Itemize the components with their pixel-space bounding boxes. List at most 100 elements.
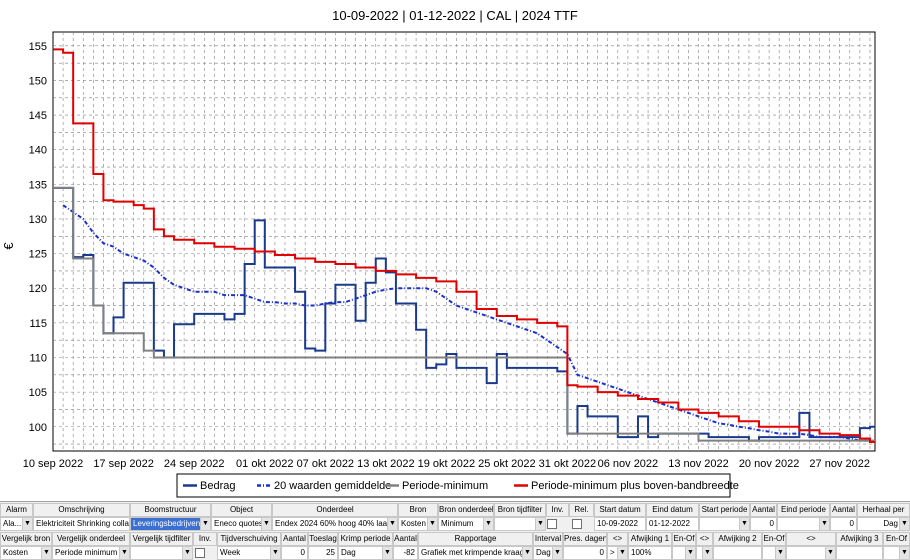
- afwijking-2-field[interactable]: [713, 546, 762, 560]
- chevron-down-icon[interactable]: ▼: [41, 547, 51, 559]
- y-axis: 100 105 110 115 120 125 130 135 140 145 150 155: [29, 41, 47, 434]
- chevron-down-icon[interactable]: ▼: [739, 518, 749, 530]
- vergelijk-tijdfilter-select[interactable]: ▼: [130, 546, 193, 560]
- chevron-down-icon[interactable]: ▼: [182, 547, 192, 559]
- header-arrows-3: <>: [786, 532, 836, 546]
- chevron-down-icon[interactable]: ▼: [522, 547, 532, 559]
- header-interval: Interval: [533, 532, 563, 546]
- chevron-down-icon[interactable]: ▼: [775, 547, 785, 559]
- legend-label-1: 20 waarden gemiddelde: [274, 480, 391, 492]
- chevron-down-icon[interactable]: ▼: [617, 547, 627, 559]
- header-omschrijving: Omschrijving: [33, 503, 130, 517]
- y-tick-label: 140: [29, 145, 47, 157]
- chevron-down-icon[interactable]: ▼: [261, 518, 271, 530]
- interval-select[interactable]: Dag ▼: [533, 546, 563, 560]
- series-line-2: [53, 186, 875, 442]
- header-afwijking-3: Afwijking 3: [836, 532, 883, 546]
- inv-checkbox[interactable]: [547, 519, 557, 529]
- en-of-1-select[interactable]: ▼: [672, 546, 696, 560]
- header-afwijking-1: Afwijking 1: [628, 532, 672, 546]
- chevron-down-icon[interactable]: ▼: [899, 547, 909, 559]
- start-datum-field[interactable]: 10-09-2022: [594, 517, 646, 531]
- chevron-down-icon[interactable]: ▼: [22, 518, 32, 530]
- bron-onderdeel-select[interactable]: Minimum ▼: [438, 517, 494, 531]
- chevron-down-icon[interactable]: ▼: [899, 518, 909, 530]
- chevron-down-icon[interactable]: ▼: [382, 547, 392, 559]
- legend-label-3: Periode-minimum plus boven-bandbreedte: [531, 480, 739, 492]
- onderdeel-select[interactable]: Endex 2024 60% hoog 40% laag ▼: [272, 517, 398, 531]
- chevron-down-icon[interactable]: ▼: [427, 518, 437, 530]
- aantal-field[interactable]: 0: [750, 517, 777, 531]
- vergelijk-bron-select[interactable]: Kosten ▼: [0, 546, 52, 560]
- x-tick-label: 25 okt 2022: [478, 458, 536, 470]
- arrows-3-select[interactable]: ▼: [786, 546, 836, 560]
- alarm-select[interactable]: Ala... ▼: [0, 517, 33, 531]
- afwijking-3-field[interactable]: [836, 546, 883, 560]
- rel-cell: [569, 517, 594, 531]
- vergelijk-onderdeel-select[interactable]: Periode minimum ▼: [52, 546, 130, 560]
- omschrijving-field[interactable]: Elektriciteit Shrinking collar: [33, 517, 130, 531]
- params-value-row-1: Ala... ▼ Elektriciteit Shrinking collar L…: [0, 517, 910, 531]
- eind-periode-select[interactable]: ▼: [777, 517, 830, 531]
- header-en-of-1: En-Of: [672, 532, 696, 546]
- header-toeslag: Toeslag: [308, 532, 338, 546]
- chevron-down-icon[interactable]: ▼: [685, 547, 695, 559]
- herhaal-per-select[interactable]: Dag ▼: [857, 517, 910, 531]
- arrows-2-select[interactable]: ▼: [696, 546, 713, 560]
- chevron-down-icon[interactable]: ▼: [483, 518, 493, 530]
- y-axis-label: €: [1, 242, 16, 250]
- afwijking-1-field[interactable]: 100%: [628, 546, 672, 560]
- chevron-down-icon[interactable]: ▼: [119, 547, 129, 559]
- boomstructuur-value: Leveringsbedrijven: [133, 519, 201, 528]
- aantal-4-field[interactable]: -82: [393, 546, 418, 560]
- eind-datum-field[interactable]: 01-12-2022: [646, 517, 699, 531]
- bron-select[interactable]: Kosten ▼: [398, 517, 438, 531]
- toeslag-field[interactable]: 25: [308, 546, 338, 560]
- arrows-select[interactable]: > ▼: [607, 546, 628, 560]
- rel-checkbox[interactable]: [572, 519, 582, 529]
- chevron-down-icon[interactable]: ▼: [552, 547, 562, 559]
- bron-tijdfilter-select[interactable]: ▼: [494, 517, 546, 531]
- chevron-down-icon[interactable]: ▼: [387, 518, 397, 530]
- inv-2-checkbox[interactable]: [195, 548, 205, 558]
- header-rapportage: Rapportage: [418, 532, 533, 546]
- vergelijk-onderdeel-value: Periode minimum: [55, 548, 118, 557]
- chevron-down-icon[interactable]: ▼: [535, 518, 545, 530]
- bron-onderdeel-value: Minimum: [441, 519, 474, 528]
- arrows-value: >: [610, 548, 615, 557]
- en-of-2-select[interactable]: ▼: [762, 546, 786, 560]
- chevron-down-icon[interactable]: ▼: [819, 518, 829, 530]
- y-tick-label: 120: [29, 283, 47, 295]
- boomstructuur-select[interactable]: Leveringsbedrijven ▼: [130, 517, 211, 531]
- aantal-2-field[interactable]: 0: [830, 517, 857, 531]
- bron-value: Kosten: [401, 519, 426, 528]
- x-tick-label: 10 sep 2022: [23, 458, 84, 470]
- y-tick-label: 110: [29, 353, 47, 365]
- chevron-down-icon[interactable]: ▼: [825, 547, 835, 559]
- start-periode-select[interactable]: ▼: [699, 517, 750, 531]
- header-en-of-2: En-Of: [762, 532, 786, 546]
- header-start-periode: Start periode: [699, 503, 750, 517]
- params-header-row-2: Vergelijk bron Vergelijk onderdeel Verge…: [0, 532, 910, 546]
- chevron-down-icon[interactable]: ▼: [270, 547, 280, 559]
- header-alarm: Alarm: [0, 503, 33, 517]
- header-aantal-4: Aantal: [393, 532, 418, 546]
- krimp-periode-select[interactable]: Dag ▼: [338, 546, 393, 560]
- y-tick-label: 155: [29, 41, 47, 53]
- tijdverschuiving-select[interactable]: Week ▼: [217, 546, 281, 560]
- object-select[interactable]: Eneco quotes ▼: [211, 517, 272, 531]
- interval-value: Dag: [536, 548, 551, 557]
- rapportage-select[interactable]: Grafiek met krimpende kraag ▼: [418, 546, 533, 560]
- series-line-3: [53, 48, 875, 443]
- chevron-down-icon[interactable]: ▼: [200, 518, 210, 530]
- x-tick-label: 13 nov 2022: [668, 458, 729, 470]
- pres-dagen-field[interactable]: 0: [563, 546, 607, 560]
- en-of-3-select[interactable]: ▼: [883, 546, 910, 560]
- x-tick-label: 06 nov 2022: [598, 458, 659, 470]
- x-tick-label: 24 sep 2022: [164, 458, 225, 470]
- header-aantal-2: Aantal: [830, 503, 857, 517]
- params-value-row-2: Kosten ▼ Periode minimum ▼ ▼ Week ▼ 0 25 Da…: [0, 546, 910, 560]
- chevron-down-icon[interactable]: ▼: [702, 547, 712, 559]
- x-tick-label: 27 nov 2022: [809, 458, 870, 470]
- aantal-3-field[interactable]: 0: [281, 546, 308, 560]
